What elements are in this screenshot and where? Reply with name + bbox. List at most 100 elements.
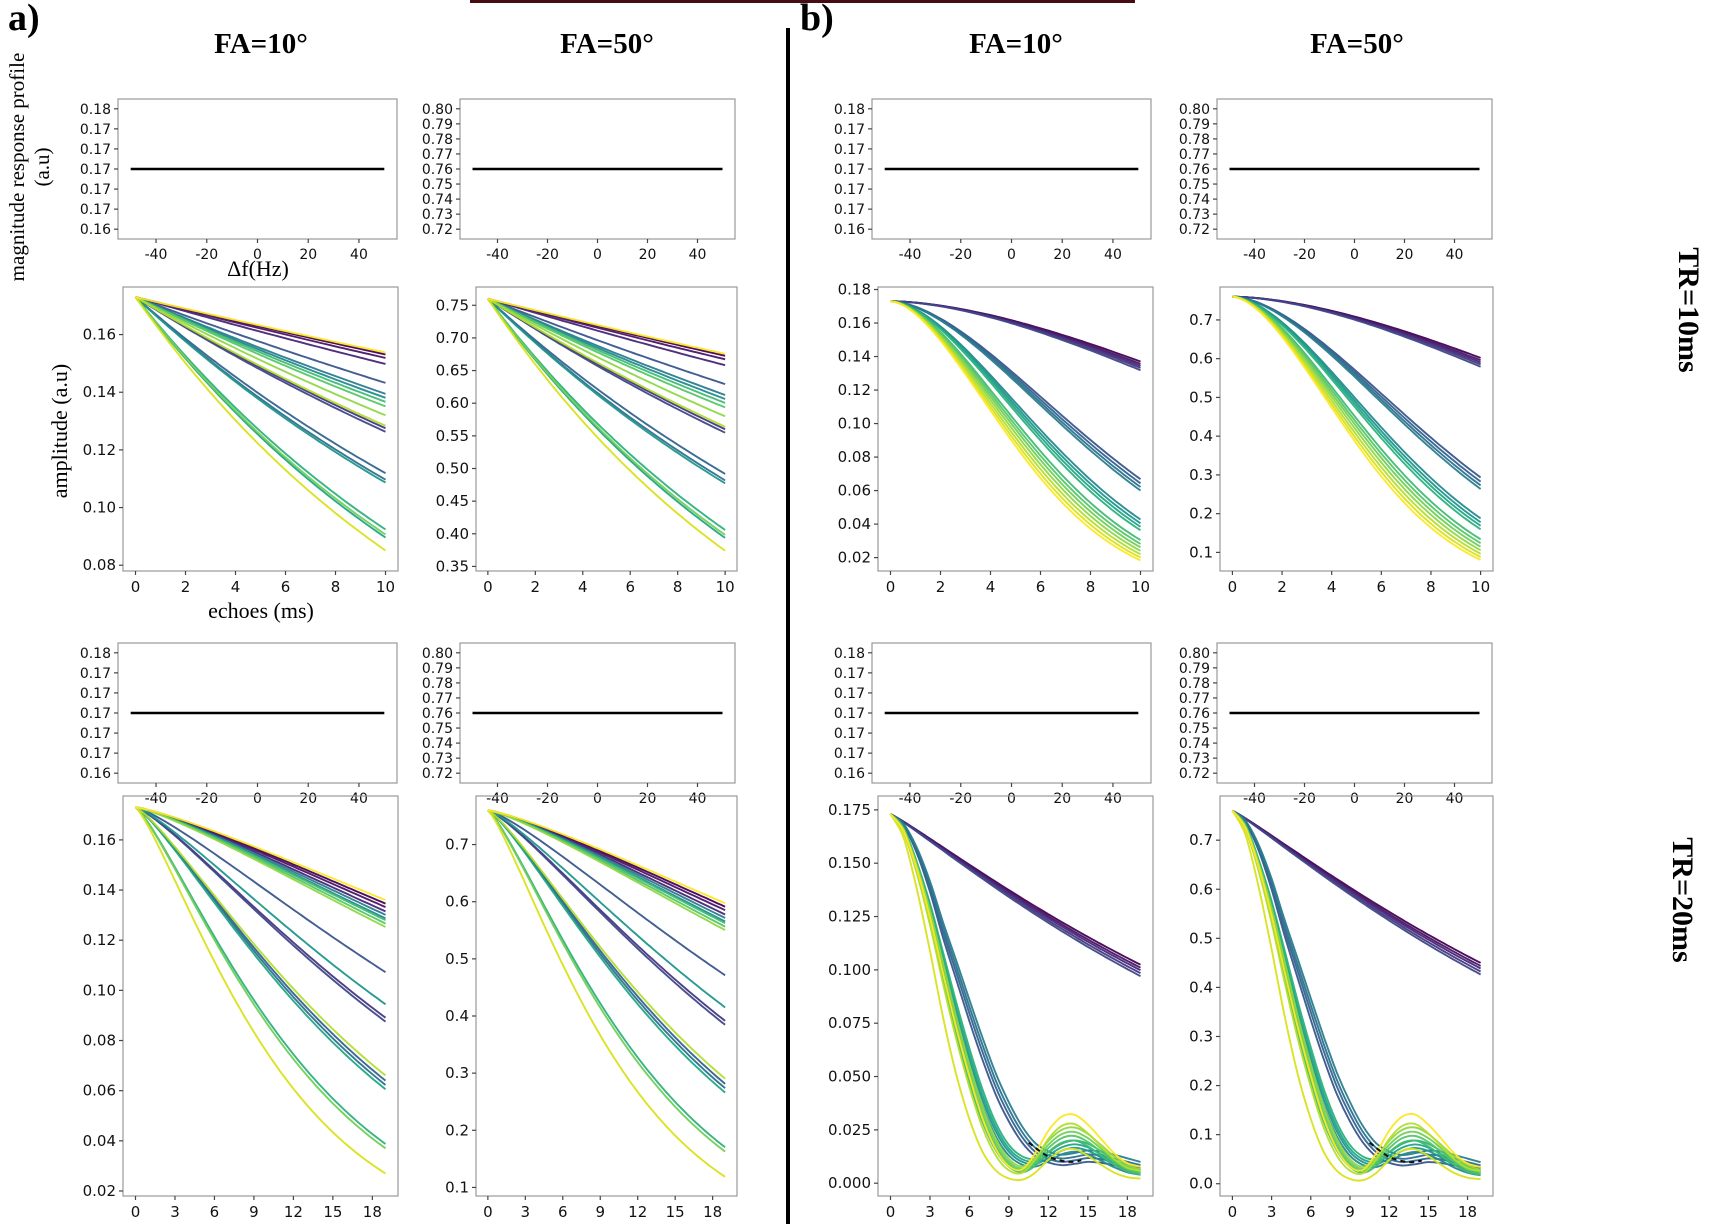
svg-text:0.76: 0.76 [1179, 706, 1210, 722]
svg-text:0.80: 0.80 [422, 102, 453, 118]
svg-text:6: 6 [210, 1203, 220, 1221]
svg-text:0.100: 0.100 [828, 961, 871, 979]
svg-text:0.17: 0.17 [80, 142, 111, 158]
svg-text:0: 0 [1228, 1203, 1238, 1221]
svg-text:0.16: 0.16 [83, 831, 116, 849]
svg-text:6: 6 [1306, 1203, 1316, 1221]
plot-a-tr10-fa50-profile: 0.80 0.79 0.78 0.77 0.76 0.75 0.74 0.73 0.72 -40 -… [408, 96, 738, 266]
svg-text:0.79: 0.79 [422, 117, 453, 133]
svg-text:0.17: 0.17 [80, 162, 111, 178]
svg-text:0.17: 0.17 [834, 666, 865, 682]
svg-text:-20: -20 [949, 791, 972, 807]
svg-text:-40: -40 [1243, 247, 1266, 263]
svg-text:0.80: 0.80 [1179, 102, 1210, 118]
svg-text:0: 0 [886, 1203, 896, 1221]
svg-text:0.18: 0.18 [834, 646, 865, 662]
svg-text:0.72: 0.72 [1179, 222, 1210, 238]
svg-text:-20: -20 [536, 247, 559, 263]
svg-text:10: 10 [1471, 578, 1490, 596]
svg-text:0.10: 0.10 [838, 415, 871, 433]
svg-text:0.77: 0.77 [1179, 147, 1210, 163]
svg-text:0.4: 0.4 [445, 1007, 469, 1025]
svg-text:2: 2 [181, 578, 191, 596]
svg-text:0: 0 [1228, 578, 1238, 596]
svg-text:0: 0 [483, 1203, 493, 1221]
svg-text:12: 12 [1380, 1203, 1399, 1221]
plot-a-tr10-fa10-amplitude: 0.16 0.14 0.12 0.10 0.08 0 2 4 6 8 10 [71, 283, 401, 599]
svg-text:0.17: 0.17 [834, 122, 865, 138]
svg-text:6: 6 [625, 578, 635, 596]
row-label-tr20: TR=20ms [1666, 837, 1699, 963]
svg-text:0.02: 0.02 [83, 1182, 116, 1200]
plot-b-tr20-fa50-profile: 0.80 0.79 0.78 0.77 0.76 0.75 0.74 0.73 0.72 -40 -… [1165, 640, 1495, 810]
svg-text:0.10: 0.10 [83, 499, 116, 517]
svg-text:-40: -40 [145, 247, 168, 263]
svg-text:20: 20 [1396, 247, 1414, 263]
svg-text:0.025: 0.025 [828, 1121, 871, 1139]
svg-text:0.12: 0.12 [838, 381, 871, 399]
svg-text:9: 9 [1004, 1203, 1014, 1221]
svg-text:0.3: 0.3 [1189, 1027, 1213, 1045]
svg-text:0.60: 0.60 [436, 394, 469, 412]
svg-text:0.17: 0.17 [834, 726, 865, 742]
svg-text:0.3: 0.3 [1189, 466, 1213, 484]
svg-text:0.72: 0.72 [422, 222, 453, 238]
svg-text:3: 3 [170, 1203, 180, 1221]
svg-text:0.050: 0.050 [828, 1068, 871, 1086]
svg-text:3: 3 [925, 1203, 935, 1221]
svg-text:0.17: 0.17 [80, 666, 111, 682]
svg-text:0.40: 0.40 [436, 525, 469, 543]
svg-text:8: 8 [331, 578, 341, 596]
svg-text:15: 15 [666, 1203, 685, 1221]
svg-text:0.1: 0.1 [1189, 1126, 1213, 1144]
svg-text:40: 40 [1104, 247, 1122, 263]
svg-text:0.17: 0.17 [80, 202, 111, 218]
svg-text:0.16: 0.16 [80, 222, 111, 238]
panel-b-col-title-fa10: FA=10° [969, 28, 1063, 60]
svg-text:0.73: 0.73 [1179, 207, 1210, 223]
svg-text:0.17: 0.17 [80, 706, 111, 722]
svg-text:0.75: 0.75 [436, 296, 469, 314]
svg-text:0.70: 0.70 [436, 329, 469, 347]
panel-a-col-title-fa10: FA=10° [214, 28, 308, 60]
svg-text:0.72: 0.72 [422, 766, 453, 782]
svg-text:0: 0 [1350, 791, 1359, 807]
svg-text:0.08: 0.08 [83, 1032, 116, 1050]
svg-text:0.125: 0.125 [828, 908, 871, 926]
svg-text:0.55: 0.55 [436, 427, 469, 445]
svg-text:0: 0 [886, 578, 896, 596]
plot-a-tr10-fa50-amplitude: 0.75 0.70 0.65 0.60 0.55 0.50 0.45 0.40 0.35 0 2 4 6… [424, 283, 740, 599]
svg-text:0.73: 0.73 [422, 751, 453, 767]
svg-text:0.17: 0.17 [834, 746, 865, 762]
svg-text:0.76: 0.76 [422, 706, 453, 722]
svg-text:20: 20 [299, 247, 317, 263]
svg-text:3: 3 [521, 1203, 531, 1221]
svg-text:0.4: 0.4 [1189, 978, 1213, 996]
svg-text:0: 0 [1350, 247, 1359, 263]
svg-text:12: 12 [1039, 1203, 1058, 1221]
plot-b-tr20-fa50-amplitude: 0.7 0.6 0.5 0.4 0.3 0.2 0.1 0.0 0 3 6 9 12 15 18 [1168, 792, 1496, 1224]
svg-text:0.16: 0.16 [80, 766, 111, 782]
svg-text:0.72: 0.72 [1179, 766, 1210, 782]
plot-b-tr10-fa10-amplitude: 0.18 0.16 0.14 0.12 0.10 0.08 0.06 0.04 0.02 0 2 4 6… [826, 283, 1156, 599]
plot-b-tr10-fa50-amplitude: 0.7 0.6 0.5 0.4 0.3 0.2 0.1 0 2 4 6 8 10 [1168, 283, 1496, 599]
svg-text:0.73: 0.73 [422, 207, 453, 223]
svg-text:0.75: 0.75 [422, 721, 453, 737]
svg-text:0.1: 0.1 [445, 1178, 469, 1196]
svg-text:20: 20 [639, 247, 657, 263]
svg-text:0.18: 0.18 [80, 646, 111, 662]
svg-text:0.78: 0.78 [1179, 676, 1210, 692]
svg-text:0.74: 0.74 [1179, 192, 1210, 208]
svg-text:0.17: 0.17 [80, 746, 111, 762]
panel-divider [786, 28, 790, 1224]
panel-b-col-title-fa50: FA=50° [1310, 28, 1404, 60]
svg-text:-40: -40 [899, 791, 922, 807]
plot-a-tr20-fa10-profile: 0.18 0.17 0.17 0.17 0.17 0.17 0.16 -40 -20 0 20 40 [66, 640, 400, 810]
svg-text:20: 20 [639, 791, 657, 807]
svg-text:6: 6 [1036, 578, 1046, 596]
svg-text:4: 4 [986, 578, 996, 596]
svg-text:40: 40 [1104, 791, 1122, 807]
svg-text:-20: -20 [1293, 247, 1316, 263]
svg-text:0.77: 0.77 [422, 147, 453, 163]
svg-text:0.7: 0.7 [1189, 831, 1213, 849]
